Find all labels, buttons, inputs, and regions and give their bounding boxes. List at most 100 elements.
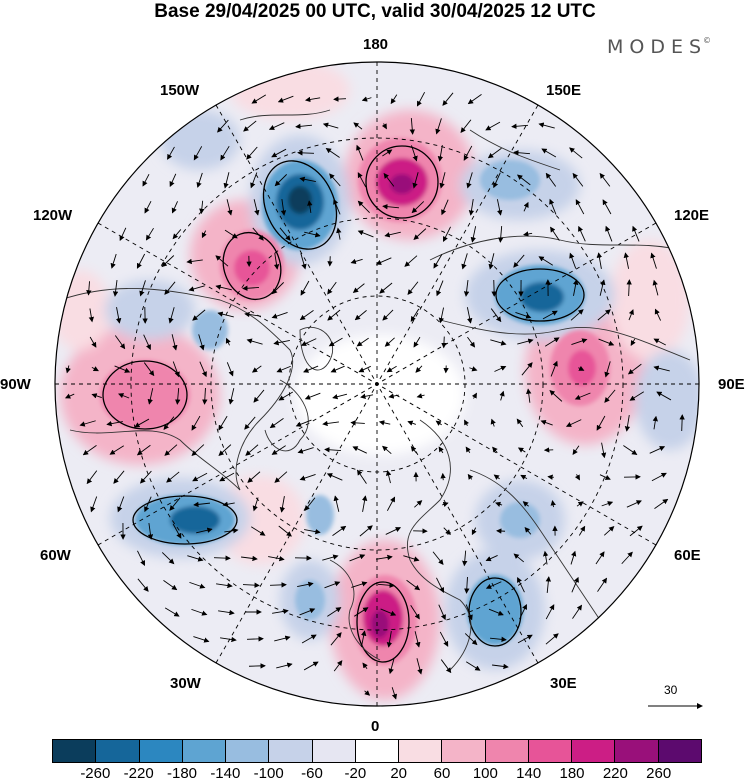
wind-vector <box>436 577 444 593</box>
wind-vector <box>623 252 630 269</box>
wind-vector <box>274 635 291 642</box>
wind-vector <box>364 690 371 696</box>
colorbar-swatch <box>441 740 485 762</box>
wind-vector <box>356 144 364 161</box>
wind-vector <box>161 552 175 565</box>
wind-vector <box>226 362 234 377</box>
wind-vector <box>299 474 316 481</box>
wind-vector <box>380 608 397 616</box>
wind-vector <box>549 198 557 215</box>
wind-vector <box>649 446 666 454</box>
wind-vector <box>679 414 685 432</box>
wind-vector <box>136 253 146 269</box>
wind-vector <box>147 388 154 405</box>
wind-vector <box>322 420 339 427</box>
wind-vector <box>328 337 343 347</box>
wind-vector <box>578 525 586 536</box>
wind-vector <box>143 362 155 377</box>
wind-vector <box>485 581 502 589</box>
wind-vector <box>110 253 117 269</box>
wind-vector <box>516 418 524 428</box>
wind-vector <box>550 226 560 241</box>
wind-vector <box>517 576 525 593</box>
wind-vector <box>143 334 151 351</box>
wind-vector <box>354 607 369 617</box>
wind-vector <box>246 146 258 160</box>
wind-vector <box>569 252 577 269</box>
wind-vector <box>523 201 529 212</box>
colorbar-tick-label: 140 <box>516 765 542 782</box>
wind-vector <box>300 338 317 346</box>
wind-vector <box>488 608 504 616</box>
wind-vector <box>599 172 611 187</box>
wind-vector <box>526 388 532 403</box>
wind-vector <box>383 172 395 187</box>
wind-vector <box>301 634 317 644</box>
wind-vector <box>248 663 266 669</box>
wind-vector <box>192 472 208 482</box>
wind-vector <box>412 172 419 189</box>
wind-vector <box>349 554 366 562</box>
wind-vector <box>144 496 152 513</box>
wind-vector <box>570 550 577 565</box>
wind-vector <box>191 444 205 457</box>
wind-vector <box>322 554 339 561</box>
wind-vector <box>386 365 397 373</box>
wind-vector <box>572 172 584 187</box>
colorbar-tick-label: 220 <box>602 765 628 782</box>
wind-vector <box>251 94 267 104</box>
wind-vector <box>511 123 529 129</box>
wind-vector <box>193 636 210 643</box>
colorbar-swatch <box>181 740 226 762</box>
wind-vector <box>628 309 634 321</box>
wind-vector <box>578 225 586 242</box>
wind-vector <box>596 252 603 269</box>
wind-vector <box>139 280 146 297</box>
wind-vector <box>201 230 207 239</box>
wind-vector <box>626 279 632 297</box>
wind-vector <box>297 581 314 588</box>
wind-vector <box>415 365 423 373</box>
wind-vector <box>243 120 257 132</box>
wind-vector <box>416 658 423 675</box>
wind-vector <box>465 446 471 453</box>
wind-vector <box>172 361 180 378</box>
wind-vector <box>172 523 182 539</box>
wind-vector <box>438 604 446 621</box>
wind-vector <box>376 554 393 561</box>
wind-vector <box>300 253 307 270</box>
wind-vector <box>651 472 667 482</box>
wind-vector <box>225 337 231 346</box>
wind-vector <box>602 199 612 215</box>
wind-vector <box>465 661 481 671</box>
wind-vector <box>246 338 263 345</box>
wind-vector <box>353 122 363 130</box>
wind-vector <box>82 444 97 456</box>
wind-vector <box>189 581 206 589</box>
wind-vector <box>332 525 347 537</box>
wind-vector <box>485 121 501 131</box>
wind-vector <box>388 393 399 399</box>
colorbar-swatch <box>571 740 615 762</box>
reference-vector-label: 30 <box>664 683 678 697</box>
wind-vector <box>466 172 473 189</box>
geopotential-contours <box>102 145 585 663</box>
wind-vector <box>272 608 289 615</box>
wind-vector <box>629 391 645 401</box>
wind-vector <box>136 444 151 456</box>
wind-vector <box>571 338 588 346</box>
wind-vector <box>403 555 420 562</box>
wind-vector <box>627 363 642 375</box>
wind-vector <box>464 576 470 594</box>
wind-vector <box>278 525 292 537</box>
wind-vector <box>549 390 563 402</box>
wind-vector <box>571 576 579 593</box>
wind-vector <box>188 285 205 292</box>
wind-vector <box>356 337 369 347</box>
wind-vector <box>386 496 396 511</box>
wind-vector <box>169 173 177 187</box>
wind-vector <box>469 366 478 372</box>
wind-vector <box>382 149 393 157</box>
wind-vector <box>550 500 556 508</box>
